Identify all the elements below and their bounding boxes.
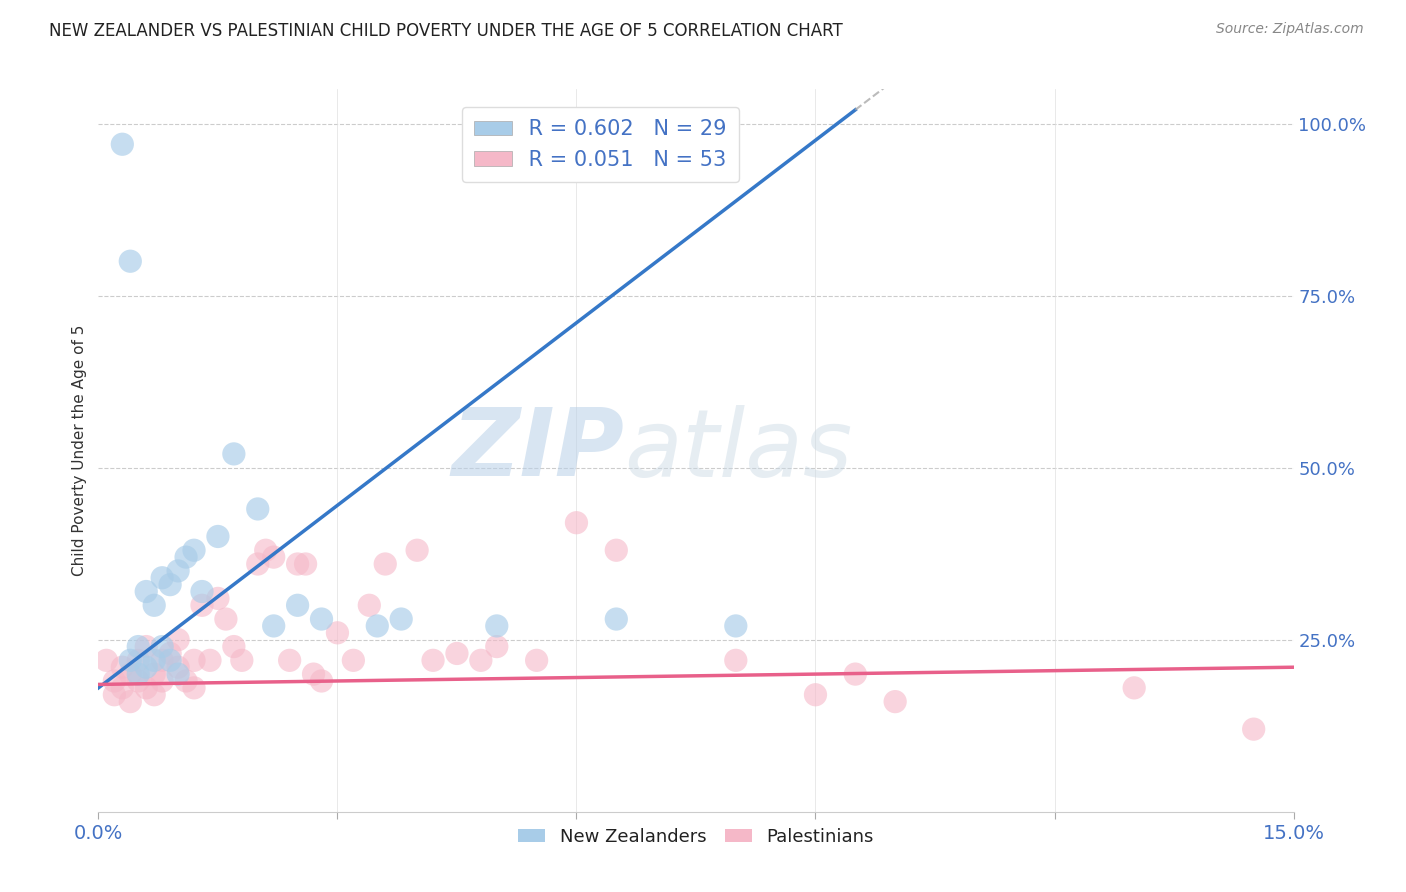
Point [406, 543, 429, 558]
Point [287, 599, 309, 613]
Point [246, 557, 269, 571]
Point [605, 543, 627, 558]
Point [120, 667, 142, 681]
Point [215, 612, 238, 626]
Y-axis label: Child Poverty Under the Age of 5: Child Poverty Under the Age of 5 [72, 325, 87, 576]
Point [127, 653, 149, 667]
Point [127, 640, 149, 654]
Point [135, 660, 157, 674]
Text: atlas: atlas [624, 405, 852, 496]
Point [485, 640, 508, 654]
Point [167, 667, 190, 681]
Point [159, 577, 181, 591]
Point [174, 673, 197, 688]
Point [294, 557, 316, 571]
Point [167, 564, 190, 578]
Point [183, 653, 205, 667]
Point [111, 681, 134, 695]
Point [207, 529, 229, 543]
Point [150, 673, 173, 688]
Point [446, 647, 468, 661]
Point [222, 640, 245, 654]
Point [150, 571, 173, 585]
Point [222, 447, 245, 461]
Point [605, 612, 627, 626]
Point [103, 688, 125, 702]
Point [804, 688, 827, 702]
Point [150, 640, 173, 654]
Text: Source: ZipAtlas.com: Source: ZipAtlas.com [1216, 22, 1364, 37]
Point [103, 673, 125, 688]
Point [111, 137, 134, 152]
Point [167, 660, 190, 674]
Point [1123, 681, 1146, 695]
Point [287, 557, 309, 571]
Point [120, 653, 142, 667]
Point [254, 543, 277, 558]
Point [159, 653, 181, 667]
Point [326, 625, 349, 640]
Point [263, 550, 285, 565]
Point [526, 653, 548, 667]
Point [278, 653, 301, 667]
Point [263, 619, 285, 633]
Point [191, 584, 214, 599]
Point [183, 681, 205, 695]
Point [389, 612, 412, 626]
Point [724, 619, 747, 633]
Point [135, 640, 157, 654]
Point [422, 653, 444, 667]
Point [120, 254, 142, 268]
Point [127, 673, 149, 688]
Point [302, 667, 325, 681]
Point [231, 653, 253, 667]
Point [120, 695, 142, 709]
Point [884, 695, 907, 709]
Point [167, 632, 190, 647]
Point [207, 591, 229, 606]
Text: ZIP: ZIP [451, 404, 624, 497]
Point [150, 653, 173, 667]
Point [485, 619, 508, 633]
Point [143, 688, 166, 702]
Point [311, 673, 333, 688]
Point [724, 653, 747, 667]
Point [96, 653, 118, 667]
Point [844, 667, 866, 681]
Legend: New Zealanders, Palestinians: New Zealanders, Palestinians [512, 821, 880, 854]
Point [470, 653, 492, 667]
Text: NEW ZEALANDER VS PALESTINIAN CHILD POVERTY UNDER THE AGE OF 5 CORRELATION CHART: NEW ZEALANDER VS PALESTINIAN CHILD POVER… [49, 22, 844, 40]
Point [143, 599, 166, 613]
Point [159, 647, 181, 661]
Point [1243, 722, 1265, 736]
Point [127, 667, 149, 681]
Point [174, 550, 197, 565]
Point [359, 599, 381, 613]
Point [143, 653, 166, 667]
Point [198, 653, 221, 667]
Point [366, 619, 388, 633]
Point [135, 584, 157, 599]
Point [311, 612, 333, 626]
Point [135, 681, 157, 695]
Point [143, 667, 166, 681]
Point [565, 516, 588, 530]
Point [246, 502, 269, 516]
Point [374, 557, 396, 571]
Point [183, 543, 205, 558]
Point [342, 653, 364, 667]
Point [191, 599, 214, 613]
Point [111, 660, 134, 674]
